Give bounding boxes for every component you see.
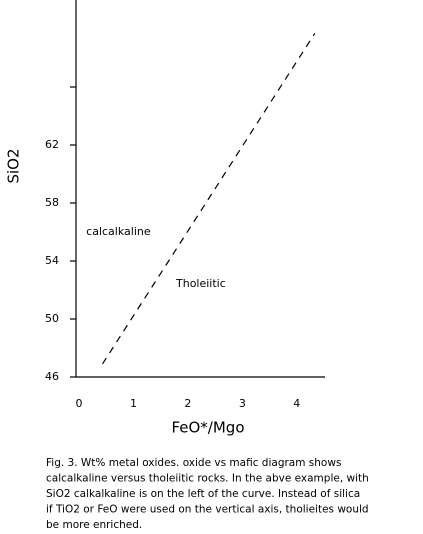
y-tick-label: 58 [45, 196, 59, 209]
y-tick-label: 46 [45, 370, 59, 383]
x-axis-label: FeO*/Mgo [171, 419, 244, 437]
x-tick-label: 3 [239, 397, 246, 410]
caption-line: Fig. 3. Wt% metal oxides. oxide vs mafic… [46, 457, 341, 469]
caption-line: calcalkaline versus tholeiitic rocks. In… [46, 473, 369, 485]
y-tick-label: 62 [45, 138, 59, 151]
x-tick-label: 1 [130, 397, 137, 410]
annotation: Tholeiitic [175, 277, 226, 290]
caption-line: SiO2 calkalkaline is on the left of the … [46, 488, 360, 500]
annotation: calcalkaline [86, 225, 151, 238]
line [101, 33, 316, 365]
y-tick-label: 50 [45, 312, 59, 325]
x-tick-label: 2 [184, 397, 191, 410]
x-tick-label: 0 [76, 397, 83, 410]
x-tick-label: 4 [293, 397, 300, 410]
caption-line: if TiO2 or FeO were used on the vertical… [46, 504, 369, 516]
y-axis-label: SiO2 [5, 148, 23, 183]
caption-line: be more enriched. [46, 519, 142, 531]
y-tick-label: 54 [45, 254, 59, 267]
